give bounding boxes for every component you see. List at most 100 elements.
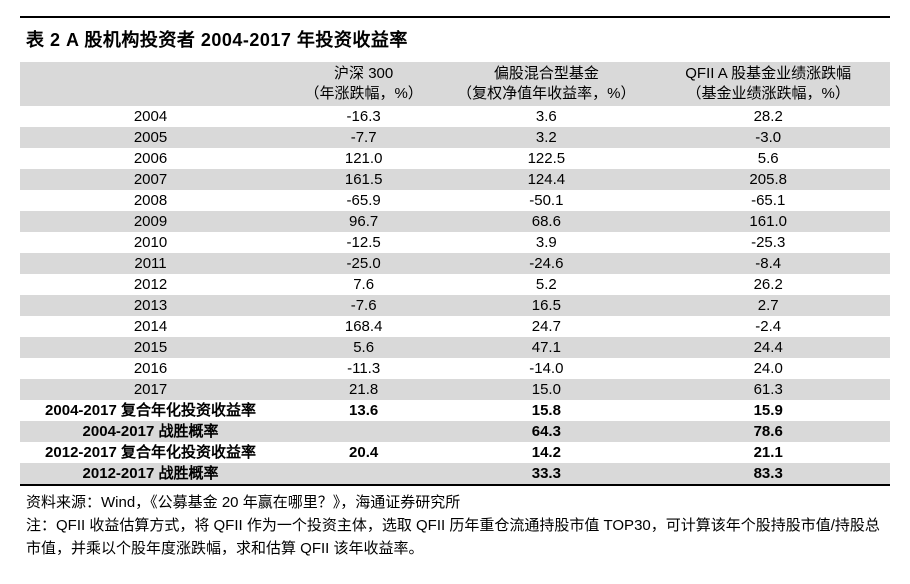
header-line2: （基金业绩涨跌幅，%） [686, 85, 850, 102]
row-label-cell: 2016 [133, 360, 168, 377]
value-cell: 124.4 [527, 171, 566, 188]
value-cell: 5.2 [535, 276, 557, 293]
value-cell: 15.9 [753, 402, 783, 419]
table-row: 2012-2017 复合年化投资收益率 20.4 14.2 21.1 [20, 442, 890, 463]
table-row: 2012-2017 战胜概率 33.3 83.3 [20, 463, 890, 484]
value-cell: 64.3 [531, 423, 561, 440]
value-cell: 61.3 [753, 381, 783, 398]
table-row: 2011 -25.0 -24.6 -8.4 [20, 253, 890, 274]
row-label-cell: 2006 [133, 150, 168, 167]
row-label-cell: 2005 [133, 129, 168, 146]
header-line1: 偏股混合型基金 [493, 65, 599, 82]
value-cell: -14.0 [529, 360, 564, 377]
value-cell: -65.9 [346, 192, 381, 209]
table-row: 2014 168.4 24.7 -2.4 [20, 316, 890, 337]
value-cell: 24.0 [753, 360, 783, 377]
value-cell: 5.6 [757, 150, 779, 167]
table-row: 2016 -11.3 -14.0 24.0 [20, 358, 890, 379]
value-cell: -2.4 [755, 318, 782, 335]
table-row: 2004-2017 复合年化投资收益率 13.6 15.8 15.9 [20, 400, 890, 421]
header-cell-qfii: QFII A 股基金业绩涨跌幅 （基金业绩涨跌幅，%） [646, 62, 890, 106]
header-line1: 沪深 300 [334, 65, 394, 82]
value-cell: 20.4 [349, 444, 379, 461]
value-cell: 168.4 [344, 318, 383, 335]
row-label-cell: 2007 [133, 171, 168, 188]
value-cell: 83.3 [753, 465, 783, 482]
row-label-cell: 2013 [133, 297, 168, 314]
table-row: 2015 5.6 47.1 24.4 [20, 337, 890, 358]
row-label-cell: 2012-2017 战胜概率 [82, 465, 219, 482]
row-label-cell: 2009 [133, 213, 168, 230]
row-label-cell: 2012 [133, 276, 168, 293]
top-divider [20, 16, 890, 18]
value-cell: -50.1 [529, 192, 564, 209]
value-cell: 28.2 [753, 108, 783, 125]
header-line2: （复权净值年收益率，%） [457, 85, 636, 102]
value-cell: 21.8 [349, 381, 379, 398]
method-note: 注：QFII 收益估算方式，将 QFII 作为一个投资主体，选取 QFII 历年… [26, 517, 880, 557]
row-label-cell: 2004-2017 战胜概率 [82, 423, 219, 440]
value-cell [281, 421, 446, 442]
value-cell: -25.0 [346, 255, 381, 272]
row-label-cell: 2004-2017 复合年化投资收益率 [45, 402, 256, 419]
row-label-cell: 2015 [133, 339, 168, 356]
value-cell: 21.1 [753, 444, 783, 461]
value-cell: 16.5 [531, 297, 561, 314]
header-cell-year [20, 62, 281, 106]
value-cell: 2.7 [757, 297, 779, 314]
value-cell: 24.7 [531, 318, 561, 335]
value-cell: 33.3 [531, 465, 561, 482]
value-cell: 68.6 [531, 213, 561, 230]
row-label-cell: 2014 [133, 318, 168, 335]
table-row: 2013 -7.6 16.5 2.7 [20, 295, 890, 316]
value-cell: 14.2 [531, 444, 561, 461]
row-label-cell: 2010 [133, 234, 168, 251]
value-cell: 122.5 [527, 150, 566, 167]
source-note: 资料来源：Wind，《公募基金 20 年赢在哪里？》，海通证券研究所 [26, 494, 461, 511]
header-line1: QFII A 股基金业绩涨跌幅 [685, 65, 852, 82]
value-cell: 5.6 [353, 339, 375, 356]
value-cell: 15.8 [531, 402, 561, 419]
footer-notes: 资料来源：Wind，《公募基金 20 年赢在哪里？》，海通证券研究所 注：QFI… [20, 486, 890, 560]
value-cell: -16.3 [346, 108, 381, 125]
value-cell [281, 463, 446, 484]
value-cell: 96.7 [349, 213, 379, 230]
header-row: 沪深 300 （年涨跌幅，%） 偏股混合型基金 （复权净值年收益率，%） QFI… [20, 62, 890, 106]
table-title: 表 2 A 股机构投资者 2004-2017 年投资收益率 [26, 30, 408, 50]
value-cell: 205.8 [749, 171, 787, 188]
value-cell: 3.9 [535, 234, 557, 251]
header-cell-hs300: 沪深 300 （年涨跌幅，%） [281, 62, 447, 106]
header-cell-equity-fund: 偏股混合型基金 （复权净值年收益率，%） [446, 62, 647, 106]
table-row: 2009 96.7 68.6 161.0 [20, 211, 890, 232]
value-cell: 3.6 [535, 108, 557, 125]
row-label-cell: 2004 [133, 108, 168, 125]
table-row: 2006 121.0 122.5 5.6 [20, 148, 890, 169]
value-cell: 7.6 [353, 276, 375, 293]
value-cell: 121.0 [344, 150, 383, 167]
value-cell: -25.3 [751, 234, 786, 251]
value-cell: 26.2 [753, 276, 783, 293]
value-cell: -7.7 [350, 129, 377, 146]
value-cell: 78.6 [753, 423, 783, 440]
table-row: 2007 161.5 124.4 205.8 [20, 169, 890, 190]
row-label-cell: 2012-2017 复合年化投资收益率 [45, 444, 256, 461]
row-label-cell: 2011 [134, 255, 167, 272]
table-row: 2010 -12.5 3.9 -25.3 [20, 232, 890, 253]
table-row: 2004-2017 战胜概率 64.3 78.6 [20, 421, 890, 442]
row-label-cell: 2008 [133, 192, 168, 209]
value-cell: 3.2 [535, 129, 557, 146]
value-cell: -3.0 [755, 129, 782, 146]
header-line2: （年涨跌幅，%） [304, 85, 423, 102]
row-label-cell: 2017 [133, 381, 168, 398]
value-cell: -65.1 [751, 192, 786, 209]
table-body: 2004 -16.3 3.6 28.2 2005 -7.7 3.2 -3.0 2006 121.0… [20, 106, 890, 484]
table-row: 2005 -7.7 3.2 -3.0 [20, 127, 890, 148]
returns-table: 沪深 300 （年涨跌幅，%） 偏股混合型基金 （复权净值年收益率，%） QFI… [20, 62, 890, 484]
value-cell: 24.4 [753, 339, 783, 356]
bottom-divider [20, 484, 890, 486]
value-cell: -24.6 [529, 255, 564, 272]
value-cell: 161.0 [749, 213, 787, 230]
value-cell: 161.5 [344, 171, 383, 188]
value-cell: -11.3 [347, 360, 381, 377]
report-page: 表 2 A 股机构投资者 2004-2017 年投资收益率 沪深 300 （年涨… [20, 16, 890, 560]
